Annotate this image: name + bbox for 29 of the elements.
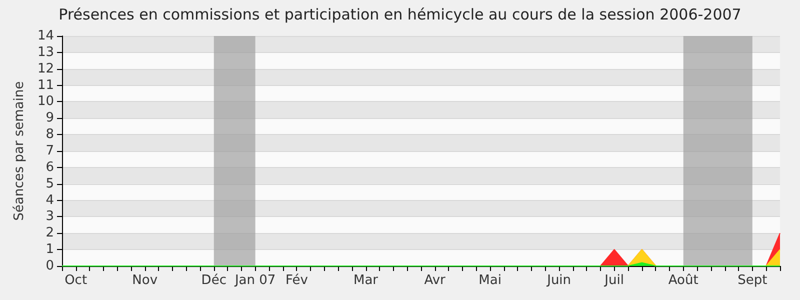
y-tick-label: 4 (46, 192, 54, 208)
x-tick-label: Mai (478, 273, 502, 288)
y-tick-label: 0 (46, 258, 54, 274)
x-tick-label: Mar (354, 273, 379, 288)
y-tick-label: 14 (37, 28, 54, 44)
y-tick-label: 11 (37, 78, 54, 93)
x-tick-label: Déc (201, 273, 226, 288)
y-axis-title: Séances par semaine (12, 81, 27, 221)
x-tick-label: Juin (546, 273, 572, 288)
y-tick-label: 1 (46, 242, 54, 258)
x-tick-label: Nov (132, 273, 158, 288)
y-tick-label: 3 (46, 209, 54, 224)
x-tick-label: Sept (738, 273, 768, 288)
x-tick-label: Oct (64, 273, 88, 288)
y-tick-label: 6 (46, 160, 54, 175)
x-tick-label: Juil (604, 273, 624, 288)
y-tick-label: 8 (46, 127, 54, 142)
y-tick-label: 13 (37, 44, 54, 60)
x-tick-label: Jan 07 (234, 273, 276, 288)
x-tick-label: Avr (424, 273, 446, 288)
y-tick-label: 5 (46, 176, 54, 192)
x-tick-label: Août (668, 273, 698, 288)
y-tick-label: 12 (37, 61, 54, 76)
y-tick-label: 7 (46, 144, 54, 158)
y-tick-label: 2 (46, 226, 54, 241)
y-tick-label: 9 (46, 110, 54, 126)
y-tick-label: 10 (37, 94, 54, 110)
x-tick-label: Fév (285, 273, 308, 288)
chart-title: Présences en commissions et participation en hémicycle au cours de la session 2006-2007 (58, 6, 742, 24)
